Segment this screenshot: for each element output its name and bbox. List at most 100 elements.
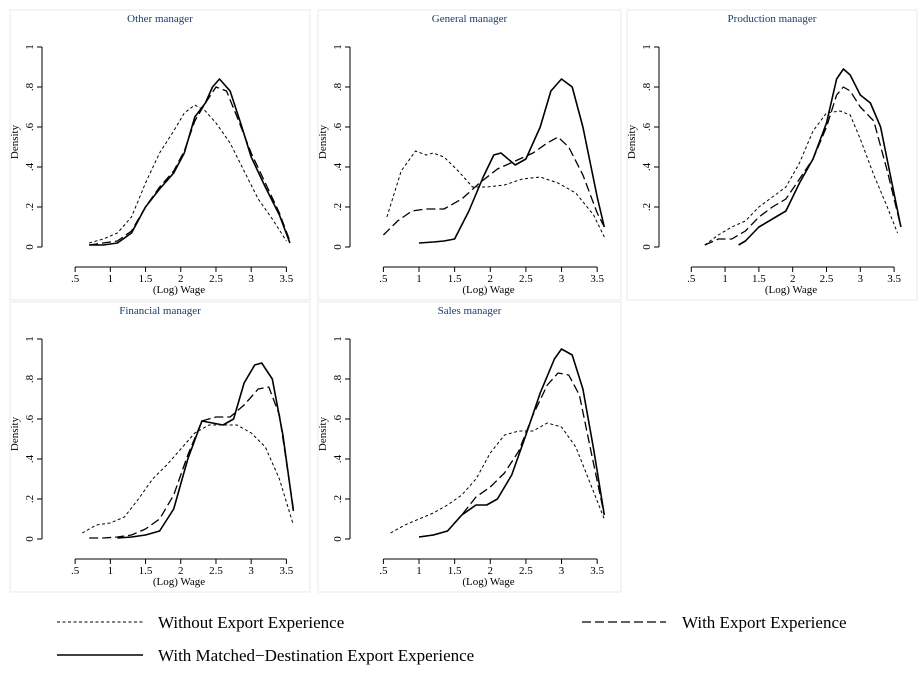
x-tick-label: .5 <box>379 565 388 577</box>
legend-label: With Export Experience <box>682 613 847 632</box>
x-tick-label: 3.5 <box>887 273 901 285</box>
y-tick-label: .6 <box>332 122 344 131</box>
y-axis-title: Density <box>626 124 638 159</box>
series-long-dash <box>382 136 605 236</box>
x-tick-label: 1 <box>108 273 114 285</box>
x-tick-label: 3 <box>248 273 254 285</box>
x-tick-label: 2.5 <box>209 565 223 577</box>
series-long-dash <box>418 372 605 538</box>
x-tick-label: 2.5 <box>519 565 533 577</box>
y-tick-label: .4 <box>24 454 36 463</box>
y-tick-label: .6 <box>24 414 36 423</box>
y-axis-title: Density <box>9 124 21 159</box>
x-tick-label: .5 <box>379 273 388 285</box>
x-axis-title: (Log) Wage <box>153 576 205 588</box>
x-tick-label: 2.5 <box>209 273 223 285</box>
y-tick-label: .2 <box>24 203 36 211</box>
x-tick-label: 1 <box>108 565 114 577</box>
series-short-dash <box>89 104 287 244</box>
x-tick-label: 2.5 <box>519 273 533 285</box>
y-tick-label: 1 <box>24 336 36 342</box>
x-axis-title: (Log) Wage <box>462 576 514 588</box>
series-short-dash <box>390 422 605 534</box>
x-tick-label: 1 <box>722 273 728 285</box>
y-tick-label: 1 <box>332 336 344 342</box>
y-tick-label: .2 <box>24 495 36 503</box>
x-tick-label: .5 <box>71 565 80 577</box>
panel-financial-manager <box>9 301 311 593</box>
y-tick-label: .8 <box>24 374 36 383</box>
panel-sales-manager <box>317 301 622 593</box>
y-tick-label: .4 <box>641 162 653 171</box>
x-tick-label: 1.5 <box>139 565 153 577</box>
x-tick-label: 3.5 <box>590 565 604 577</box>
x-tick-label: 3.5 <box>280 565 294 577</box>
y-tick-label: .8 <box>332 374 344 383</box>
y-tick-label: 1 <box>24 44 36 50</box>
y-tick-label: 0 <box>332 244 344 250</box>
y-tick-label: 0 <box>641 244 653 250</box>
legend-label: Without Export Experience <box>158 613 344 632</box>
x-tick-label: 3.5 <box>280 273 294 285</box>
x-tick-label: .5 <box>687 273 696 285</box>
x-tick-label: 1.5 <box>139 273 153 285</box>
x-tick-label: 1.5 <box>448 273 462 285</box>
y-tick-label: 1 <box>332 44 344 50</box>
x-axis-title: (Log) Wage <box>462 284 514 296</box>
series-solid <box>418 78 606 244</box>
x-tick-label: 3 <box>858 273 864 285</box>
panel-general-manager <box>317 9 622 301</box>
y-tick-label: .6 <box>24 122 36 131</box>
series-long-dash <box>89 86 291 246</box>
panel-title: Financial manager <box>119 305 201 317</box>
y-axis-title: Density <box>317 416 329 451</box>
x-tick-label: 2 <box>178 273 184 285</box>
panel-title: Other manager <box>127 13 193 25</box>
y-axis-title: Density <box>317 124 329 159</box>
series-solid <box>117 362 295 539</box>
x-tick-label: 1 <box>416 565 422 577</box>
x-tick-label: 3 <box>248 565 254 577</box>
y-tick-label: .6 <box>332 414 344 423</box>
y-tick-label: .2 <box>641 203 653 211</box>
y-tick-label: .4 <box>332 162 344 171</box>
y-tick-label: 1 <box>641 44 653 50</box>
x-tick-label: 2 <box>488 565 494 577</box>
y-tick-label: .8 <box>24 82 36 91</box>
series-solid <box>738 68 902 246</box>
y-tick-label: 0 <box>332 536 344 542</box>
x-tick-label: 3 <box>559 273 565 285</box>
x-tick-label: 3.5 <box>590 273 604 285</box>
series-short-dash <box>81 424 294 534</box>
y-tick-label: .4 <box>332 454 344 463</box>
x-tick-label: 1.5 <box>752 273 766 285</box>
y-tick-label: .6 <box>641 122 653 131</box>
legend-label: With Matched−Destination Export Experien… <box>158 646 474 665</box>
y-tick-label: .2 <box>332 203 344 211</box>
x-axis-title: (Log) Wage <box>765 284 817 296</box>
x-tick-label: 1.5 <box>448 565 462 577</box>
x-tick-label: 1 <box>416 273 422 285</box>
y-tick-label: 0 <box>24 536 36 542</box>
panel-production-manager <box>626 9 918 301</box>
series-solid <box>418 348 606 538</box>
x-tick-label: 2.5 <box>820 273 834 285</box>
y-tick-label: 0 <box>24 244 36 250</box>
x-tick-label: 2 <box>488 273 494 285</box>
x-tick-label: 2 <box>790 273 796 285</box>
y-tick-label: .8 <box>332 82 344 91</box>
panel-other-manager <box>9 9 311 301</box>
series-short-dash <box>704 110 898 246</box>
x-tick-label: 3 <box>559 565 565 577</box>
x-tick-label: .5 <box>71 273 80 285</box>
panel-title: Production manager <box>728 13 817 25</box>
y-axis-title: Density <box>9 416 21 451</box>
y-tick-label: .2 <box>332 495 344 503</box>
panel-title: Sales manager <box>438 305 502 317</box>
x-axis-title: (Log) Wage <box>153 284 205 296</box>
y-tick-label: .8 <box>641 82 653 91</box>
y-tick-label: .4 <box>24 162 36 171</box>
series-solid <box>89 78 291 246</box>
x-tick-label: 2 <box>178 565 184 577</box>
